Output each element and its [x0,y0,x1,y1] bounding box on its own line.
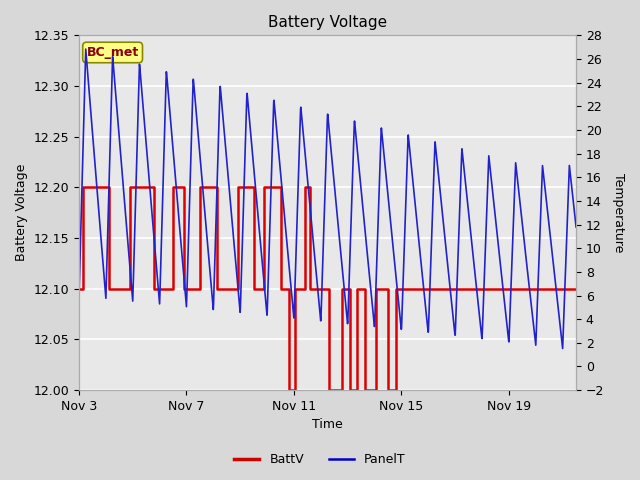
Y-axis label: Temperature: Temperature [612,173,625,252]
PanelT [467,229,474,235]
PanelT [317,315,324,321]
PanelT [100,280,108,286]
PanelT [559,346,566,351]
PanelT [558,339,566,345]
BattV [79,184,87,190]
X-axis label: Time: Time [312,419,343,432]
Y-axis label: Battery Voltage: Battery Voltage [15,164,28,262]
PanelT [572,224,580,230]
BattV [285,387,292,393]
Line: PanelT: PanelT [79,49,576,348]
PanelT [304,180,312,186]
PanelT [75,293,83,299]
Title: Battery Voltage: Battery Voltage [268,15,387,30]
BattV [260,286,268,292]
PanelT [558,337,566,343]
BattV [572,286,580,292]
Text: BC_met: BC_met [86,46,139,59]
BattV [75,286,83,292]
BattV [307,184,314,190]
BattV [325,387,333,393]
BattV [346,387,354,393]
Legend: BattV, PanelT: BattV, PanelT [229,448,411,471]
PanelT [82,46,90,52]
Line: BattV: BattV [79,187,576,390]
BattV [169,184,177,190]
BattV [325,286,333,292]
